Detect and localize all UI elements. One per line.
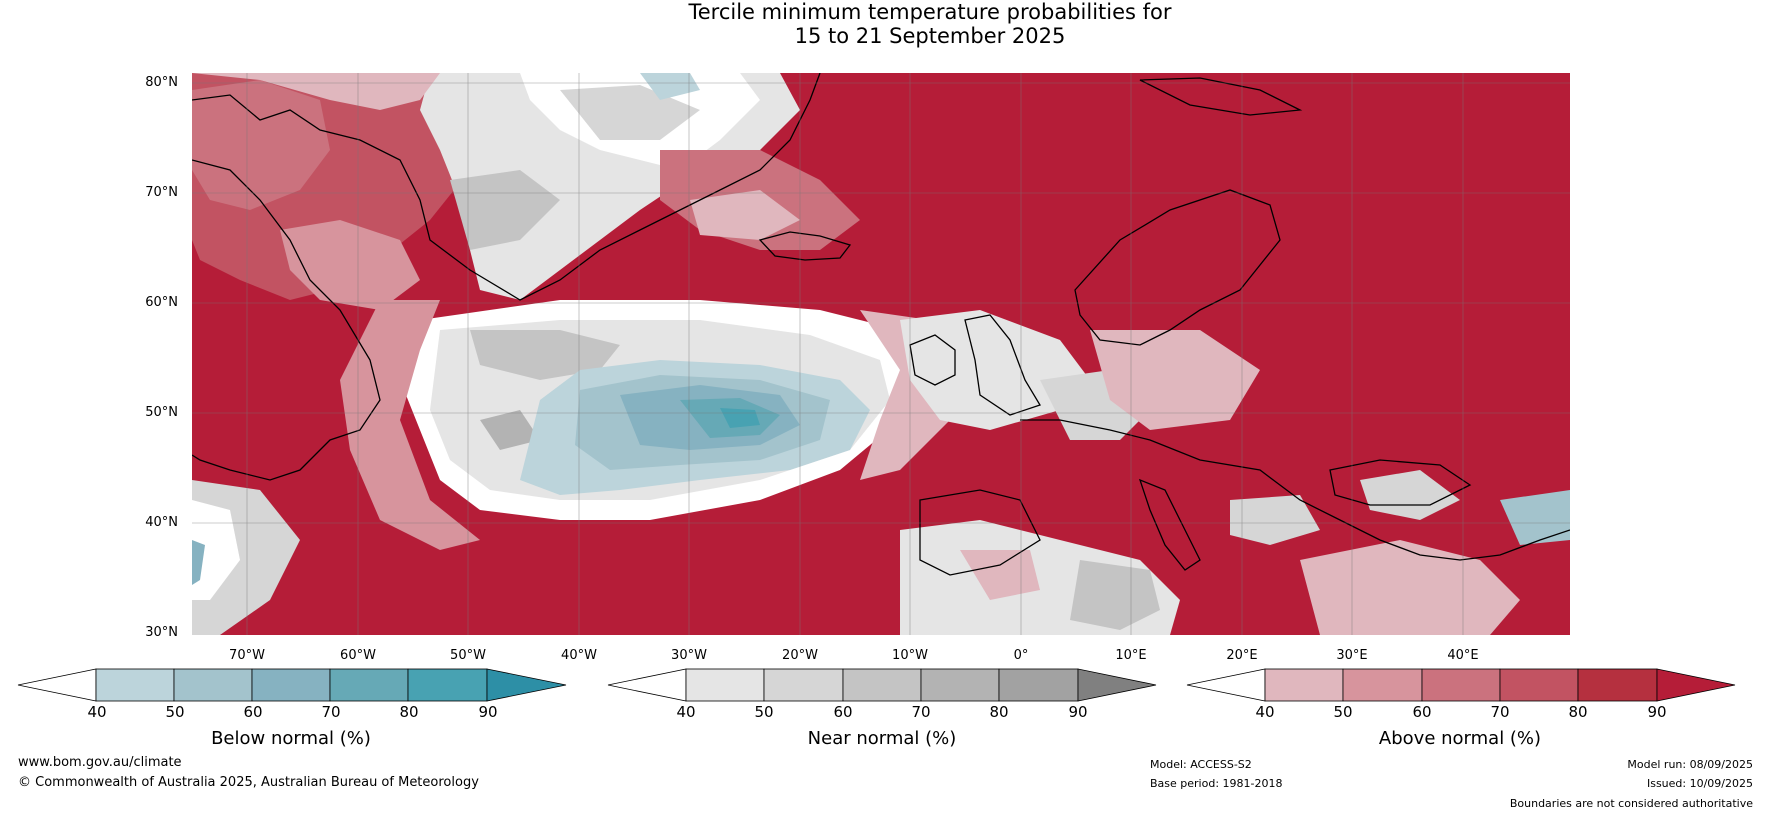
region-hudson xyxy=(280,220,420,310)
model-run-text: Model run: 08/09/2025 xyxy=(1627,758,1753,771)
below-tick-60: 60 xyxy=(243,703,263,721)
lon-label-20e: 20°E xyxy=(1226,648,1258,663)
lon-label-30w: 30°W xyxy=(671,648,707,663)
greenland-coast xyxy=(192,73,821,301)
region-iceland-pink xyxy=(690,190,800,240)
lon-label-50w: 50°W xyxy=(450,648,486,663)
lon-label-0: 0° xyxy=(1013,648,1029,663)
near-tick-70: 70 xyxy=(911,703,931,721)
above-tick-40: 40 xyxy=(1255,703,1275,721)
lat-label-30n: 30°N xyxy=(145,625,178,640)
colorbar-below xyxy=(17,668,567,702)
iceland-coast xyxy=(758,231,852,261)
lon-label-20w: 20°W xyxy=(782,648,818,663)
below-tick-90: 90 xyxy=(478,703,498,721)
region-sw-blue xyxy=(192,540,205,585)
near-tick-60: 60 xyxy=(833,703,853,721)
svalbard-coast xyxy=(1139,77,1303,116)
near-tick-50: 50 xyxy=(754,703,774,721)
lon-label-10w: 10°W xyxy=(892,648,928,663)
region-caucasus-blue xyxy=(1500,490,1570,545)
copyright-text: © Commonwealth of Australia 2025, Austra… xyxy=(18,775,479,790)
below-tick-70: 70 xyxy=(321,703,341,721)
region-atlantic-pink-west xyxy=(340,300,480,550)
map-field xyxy=(192,73,1570,635)
region-nafrica-grey xyxy=(1070,560,1160,630)
issued-text: Issued: 10/09/2025 xyxy=(1646,777,1753,790)
below-normal-label: Below normal (%) xyxy=(211,728,371,749)
region-central-europe-pink xyxy=(1090,330,1260,430)
lat-label-60n: 60°N xyxy=(145,295,178,310)
lat-label-70n: 70°N xyxy=(145,185,178,200)
below-tick-50: 50 xyxy=(165,703,185,721)
colorbar-near xyxy=(607,668,1157,702)
near-tick-90: 90 xyxy=(1068,703,1088,721)
italy-coast xyxy=(1138,478,1201,571)
below-tick-80: 80 xyxy=(399,703,419,721)
above-tick-90: 90 xyxy=(1647,703,1667,721)
region-atlantic-near-70 xyxy=(480,410,540,450)
region-greenland-blue-patch xyxy=(640,73,700,100)
lat-label-80n: 80°N xyxy=(145,75,178,90)
region-nafrica-pink xyxy=(960,550,1040,600)
lon-label-10e: 10°E xyxy=(1115,648,1147,663)
coastlines xyxy=(192,73,1570,576)
region-greenland-grey-2 xyxy=(450,170,560,250)
europe-south-coast xyxy=(1020,419,1570,561)
above-tick-60: 60 xyxy=(1412,703,1432,721)
above-tick-50: 50 xyxy=(1333,703,1353,721)
disclaimer-text: Boundaries are not considered authoritat… xyxy=(1509,797,1753,810)
lon-label-40e: 40°E xyxy=(1447,648,1479,663)
graticule xyxy=(192,73,1570,635)
colorbar-above xyxy=(1186,668,1736,702)
scandinavia-coast xyxy=(1074,189,1281,346)
region-balkans-near xyxy=(1230,495,1320,545)
chart-title: Tercile minimum temperature probabilitie… xyxy=(0,0,1770,48)
near-tick-80: 80 xyxy=(989,703,1009,721)
lat-label-40n: 40°N xyxy=(145,515,178,530)
lon-label-30e: 30°E xyxy=(1336,648,1368,663)
base-period-text: Base period: 1981-2018 xyxy=(1150,777,1283,790)
above-tick-80: 80 xyxy=(1568,703,1588,721)
title-line-1: Tercile minimum temperature probabilitie… xyxy=(688,0,1172,24)
iberia-coast xyxy=(919,489,1041,576)
lon-label-70w: 70°W xyxy=(229,648,265,663)
near-tick-40: 40 xyxy=(676,703,696,721)
above-tick-70: 70 xyxy=(1490,703,1510,721)
region-middle-east-pink xyxy=(1300,540,1520,635)
model-text: Model: ACCESS-S2 xyxy=(1150,758,1252,771)
region-uk-near xyxy=(900,310,1090,430)
region-north-pink xyxy=(192,73,440,110)
region-atlantic-near-60 xyxy=(470,330,620,380)
ireland-coast xyxy=(909,334,956,386)
labrador-coast xyxy=(192,159,381,481)
region-sw-white xyxy=(192,500,240,600)
black-sea-coast xyxy=(1329,459,1472,506)
lon-label-40w: 40°W xyxy=(561,648,597,663)
below-tick-40: 40 xyxy=(87,703,107,721)
near-normal-label: Near normal (%) xyxy=(807,728,957,749)
region-caspian-near xyxy=(1360,470,1460,520)
website-link[interactable]: www.bom.gov.au/climate xyxy=(18,755,182,770)
britain-coast xyxy=(964,314,1041,416)
above-normal-label: Above normal (%) xyxy=(1378,728,1542,749)
region-baffin xyxy=(192,80,330,210)
lat-label-50n: 50°N xyxy=(145,405,178,420)
lon-label-60w: 60°W xyxy=(340,648,376,663)
title-line-2: 15 to 21 September 2025 xyxy=(794,24,1066,48)
